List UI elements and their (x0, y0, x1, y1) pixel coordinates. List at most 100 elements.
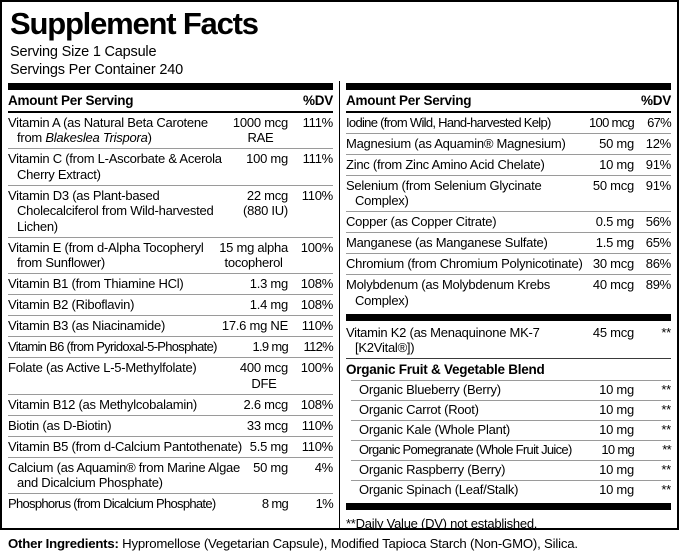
nutrient-dv: ** (661, 324, 671, 340)
nutrient-amount: 10 mg (599, 381, 634, 397)
nutrient-dv: 67% (647, 114, 672, 130)
nutrient-name: Vitamin K2 (as Menaquinone MK-7 [K2Vital… (346, 324, 540, 356)
nutrient-row: Organic Spinach (Leaf/Stalk) 10 mg ** (346, 479, 671, 500)
nutrient-dv: 56% (645, 214, 672, 229)
nutrient-name: Manganese (as Manganese Sulfate) (346, 235, 548, 250)
dv-header: %DV (302, 93, 333, 108)
nutrient-amount: 10 mg (599, 481, 634, 497)
nutrient-name: Vitamin D3 (as Plant-based Cholecalcifer… (8, 187, 214, 234)
nutrient-row: Vitamin C (from L-Ascorbate & Acerola Ch… (8, 148, 333, 185)
nutrient-amount: 100 mcg (589, 114, 635, 130)
nutrient-amount: 1.9 mg (252, 339, 288, 354)
nutrient-name: Phosphorus (from Dicalcium Phosphate) (8, 496, 216, 511)
panel-header: Supplement Facts Serving Size 1 Capsule … (2, 2, 677, 81)
nutrient-dv: 111% (302, 151, 334, 166)
nutrient-dv: 86% (645, 256, 672, 271)
nutrient-amount: 15 mg alpha tocopherol (219, 239, 288, 271)
nutrient-row: Magnesium (as Aquamin® Magnesium) 50 mg 12… (346, 132, 672, 154)
nutrient-name: Magnesium (as Aquamin® Magnesium) (346, 135, 566, 151)
nutrient-dv: 91% (645, 156, 672, 172)
nutrient-dv: ** (661, 461, 671, 477)
nutrient-row: Chromium (from Chromium Polynicotinate) 3… (346, 253, 671, 274)
left-rows: Vitamin A (as Natural Beta Carotene from… (8, 113, 334, 515)
nutrient-row: Vitamin B6 (from Pyridoxal-5-Phosphate) 1… (8, 336, 334, 357)
amount-per-serving-header: Amount Per Serving (346, 93, 472, 108)
nutrient-row: Vitamin B3 (as Niacinamide) 17.6 mg NE 110… (8, 315, 333, 336)
nutrient-row: Biotin (as D-Biotin) 33 mcg 110% (8, 414, 333, 436)
nutrient-row: Vitamin B2 (Riboflavin) 1.4 mg 108% (8, 294, 333, 315)
nutrient-dv: 65% (645, 235, 672, 250)
nutrient-name: Organic Carrot (Root) (359, 401, 479, 417)
nutrient-amount: 0.5 mg (595, 214, 635, 229)
left-column: Amount Per Serving %DV Vitamin A (as Nat… (2, 81, 339, 528)
nutrient-row: Iodine (from Wild, Hand-harvested Kelp) 1… (346, 113, 672, 133)
serving-size-text: Serving Size 1 Capsule (10, 44, 157, 60)
nutrient-name: Molybdenum (as Molybdenum Krebs Complex) (346, 277, 550, 308)
nutrient-dv: 12% (645, 135, 672, 151)
nutrient-row: Manganese (as Manganese Sulfate) 1.5 mg 65… (346, 232, 671, 253)
nutrient-name: Selenium (from Selenium Glycinate Comple… (346, 177, 542, 209)
nutrient-amount: 100 mg (246, 151, 288, 166)
nutrient-dv: 100% (300, 239, 334, 255)
nutrient-amount: 33 mcg (246, 417, 288, 433)
nutrient-row: Vitamin K2 (as Menaquinone MK-7 [K2Vital… (346, 323, 671, 359)
vitamin-k2-rows: Vitamin K2 (as Menaquinone MK-7 [K2Vital… (346, 323, 671, 359)
nutrient-dv: ** (661, 481, 671, 497)
nutrient-amount: 8 mg (261, 496, 289, 511)
other-ingredients-text: Hypromellose (Vegetarian Capsule), Modif… (118, 536, 578, 551)
nutrient-amount: 50 mg (253, 459, 288, 475)
blend-rows: Organic Blueberry (Berry) 10 mg ** Organic … (346, 379, 672, 500)
nutrient-name: Organic Raspberry (Berry) (359, 461, 506, 477)
nutrient-amount: 2.6 mcg (243, 396, 289, 412)
nutrient-name: Vitamin E (from d-Alpha Tocopheryl from … (8, 239, 204, 271)
nutrient-row: Organic Kale (Whole Plant) 10 mg ** (346, 419, 671, 440)
nutrient-amount: 400 mcg DFE (239, 360, 288, 391)
nutrient-row: Calcium (as Aquamin® from Marine Algae a… (8, 456, 334, 494)
nutrient-name: Vitamin B3 (as Niacinamide) (8, 318, 166, 333)
nutrient-amount: 45 mcg (592, 324, 634, 340)
left-column-header: Amount Per Serving %DV (8, 90, 333, 113)
nutrient-dv: 108% (300, 276, 334, 291)
nutrient-dv: 100% (300, 360, 334, 375)
nutrient-name: Vitamin B12 (as Methylcobalamin) (8, 396, 198, 412)
nutrient-dv: 110% (301, 438, 334, 454)
nutrient-row: Selenium (from Selenium Glycinate Comple… (346, 174, 671, 212)
nutrient-dv: ** (661, 381, 671, 397)
daily-value-footnote: **Daily Value (DV) not established. (346, 515, 538, 530)
nutrient-amount: 1.4 mg (249, 297, 289, 312)
nutrient-name: Zinc (from Zinc Amino Acid Chelate) (346, 156, 545, 172)
nutrient-dv: 110% (301, 187, 334, 203)
nutrient-amount: 50 mcg (592, 177, 634, 193)
nutrient-row: Vitamin E (from d-Alpha Tocopheryl from … (8, 236, 334, 274)
supplement-facts-panel: Supplement Facts Serving Size 1 Capsule … (0, 0, 679, 530)
amount-per-serving-header: Amount Per Serving (8, 93, 134, 108)
dv-header: %DV (640, 93, 671, 108)
nutrient-row: Vitamin B1 (from Thiamine HCl) 1.3 mg 108% (8, 273, 333, 294)
nutrient-dv: ** (662, 441, 671, 457)
nutrient-name: Chromium (from Chromium Polynicotinate) (346, 256, 583, 271)
nutrient-dv: 110% (301, 318, 334, 333)
nutrient-row: Organic Blueberry (Berry) 10 mg ** (346, 379, 671, 400)
right-column-header: Amount Per Serving %DV (346, 90, 671, 113)
nutrient-dv: 89% (645, 277, 672, 292)
nutrient-name: Vitamin B1 (from Thiamine HCl) (8, 276, 184, 291)
nutrient-amount: 1.3 mg (249, 276, 289, 291)
nutrient-name: Biotin (as D-Biotin) (8, 417, 112, 433)
nutrient-dv: 4% (314, 459, 334, 475)
nutrient-name: Vitamin C (from L-Ascorbate & Acerola Ch… (8, 151, 222, 182)
nutrient-row: Molybdenum (as Molybdenum Krebs Complex)… (346, 274, 671, 311)
nutrient-row: Copper (as Copper Citrate) 0.5 mg 56% (346, 211, 671, 232)
nutrient-name: Iodine (from Wild, Hand-harvested Kelp) (346, 114, 551, 130)
nutrient-amount: 10 mg (601, 441, 634, 457)
nutrient-row: Vitamin B12 (as Methylcobalamin) 2.6 mcg 1… (8, 393, 333, 415)
nutrient-row: Folate (as Active L-5-Methylfolate) 400 m… (8, 357, 333, 394)
blend-title: Organic Fruit & Vegetable Blend (346, 358, 671, 380)
thick-divider-bar (346, 502, 671, 510)
nutrient-row: Phosphorus (from Dicalcium Phosphate) 8 m… (8, 493, 334, 514)
other-ingredients: Other Ingredients: Hypromellose (Vegetar… (0, 530, 679, 552)
nutrient-amount: 1.5 mg (595, 235, 635, 250)
facts-columns: Amount Per Serving %DV Vitamin A (as Nat… (2, 81, 677, 530)
nutrient-row: Zinc (from Zinc Amino Acid Chelate) 10 mg… (346, 153, 672, 175)
thick-divider-bar (346, 83, 671, 90)
nutrient-amount: 50 mg (599, 135, 634, 151)
